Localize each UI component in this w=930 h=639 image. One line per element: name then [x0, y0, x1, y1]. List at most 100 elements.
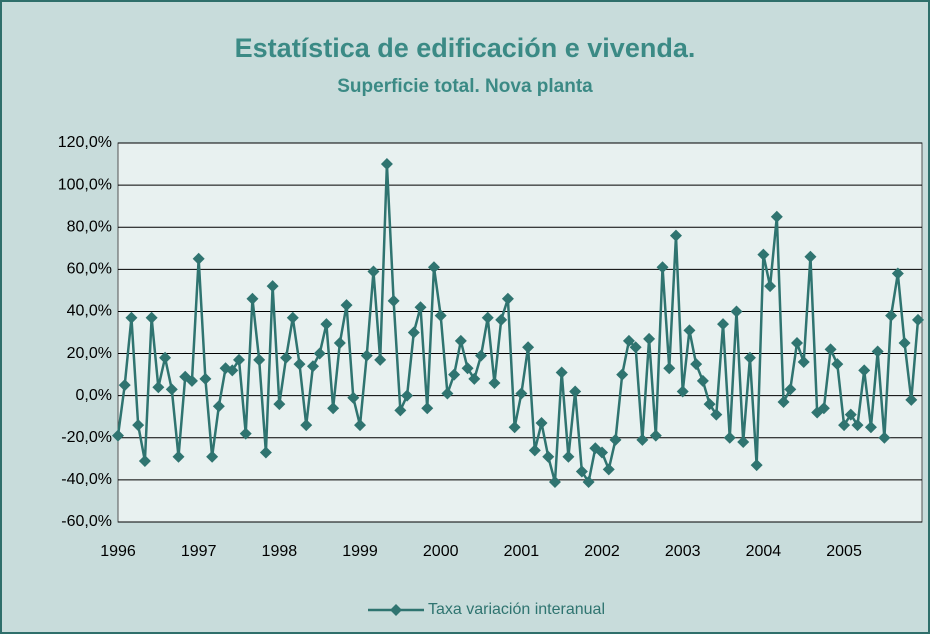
data-point	[354, 419, 367, 432]
data-point	[602, 463, 615, 476]
data-point	[838, 419, 851, 432]
data-point	[266, 280, 279, 293]
data-point	[743, 351, 756, 364]
data-point	[757, 248, 770, 261]
data-point	[421, 402, 434, 415]
data-point	[212, 400, 225, 413]
data-point	[730, 305, 743, 318]
data-point	[616, 368, 629, 381]
data-point	[273, 398, 286, 411]
data-point	[118, 379, 131, 392]
data-point	[206, 450, 219, 463]
legend-marker	[390, 604, 402, 616]
data-point	[885, 309, 898, 322]
chart-title: Estatística de edificación e vivenda.	[235, 33, 696, 63]
data-point	[159, 351, 172, 364]
data-point	[145, 311, 158, 324]
x-tick-label: 2004	[746, 543, 782, 560]
data-point	[663, 362, 676, 375]
data-point	[192, 252, 205, 265]
data-point	[683, 324, 696, 337]
data-point	[831, 358, 844, 371]
data-point	[333, 337, 346, 350]
data-point	[313, 347, 326, 360]
data-point	[515, 387, 528, 400]
data-point	[441, 387, 454, 400]
data-point	[864, 421, 877, 434]
y-tick-label: 0,0%	[76, 387, 112, 404]
data-point	[306, 360, 319, 373]
data-point	[737, 435, 750, 448]
data-point	[501, 292, 514, 305]
data-point	[905, 393, 918, 406]
data-point	[750, 459, 763, 472]
x-tick-label: 1997	[181, 543, 217, 560]
data-point	[542, 450, 555, 463]
y-tick-label: -60,0%	[61, 513, 112, 530]
legend-label: Taxa variación interanual	[428, 601, 605, 618]
data-point	[636, 433, 649, 446]
data-point	[528, 444, 541, 457]
data-point	[112, 429, 124, 442]
data-point	[374, 353, 387, 366]
data-point	[508, 421, 521, 434]
data-point	[669, 229, 682, 242]
data-point	[481, 311, 494, 324]
data-point	[172, 450, 185, 463]
data-point	[246, 292, 259, 305]
x-tick-label: 2003	[665, 543, 701, 560]
data-point	[233, 353, 246, 366]
data-point	[165, 383, 178, 396]
data-point	[851, 419, 864, 432]
data-point	[764, 280, 777, 293]
data-point	[253, 353, 266, 366]
x-tick-label: 2005	[826, 543, 862, 560]
data-point	[138, 454, 151, 467]
data-point	[609, 433, 622, 446]
data-point	[777, 395, 790, 408]
data-point	[858, 364, 871, 377]
data-point	[495, 313, 508, 326]
data-point	[878, 431, 891, 444]
data-point	[286, 311, 299, 324]
data-point	[367, 265, 380, 278]
plot-area	[117, 142, 923, 523]
data-point	[454, 334, 467, 347]
x-tick-label: 1996	[100, 543, 136, 560]
data-point	[676, 385, 689, 398]
data-point	[575, 465, 588, 478]
data-point	[797, 355, 810, 368]
data-point	[710, 408, 723, 421]
data-point	[132, 419, 145, 432]
data-point	[293, 358, 306, 371]
data-point	[656, 261, 669, 274]
data-point	[555, 366, 568, 379]
data-point	[629, 341, 642, 354]
x-tick-label: 1999	[342, 543, 378, 560]
data-point	[582, 475, 595, 488]
data-point	[770, 210, 783, 223]
y-tick-label: -40,0%	[61, 471, 112, 488]
data-point	[340, 299, 353, 312]
data-point	[387, 294, 400, 307]
data-point	[226, 364, 239, 377]
data-point	[259, 446, 272, 459]
chart-subtitle: Superficie total. Nova planta	[337, 76, 593, 97]
data-point	[401, 389, 414, 402]
data-point	[185, 374, 198, 387]
x-tick-label: 2001	[504, 543, 540, 560]
data-point	[448, 368, 461, 381]
data-point	[300, 419, 313, 432]
data-point	[468, 372, 481, 385]
data-point	[784, 383, 797, 396]
data-point	[717, 318, 730, 331]
data-point	[596, 446, 609, 459]
data-point	[548, 475, 561, 488]
data-point	[327, 402, 340, 415]
x-tick-label: 2002	[584, 543, 620, 560]
data-point	[871, 345, 884, 358]
y-tick-label: 20,0%	[67, 345, 112, 362]
data-point	[320, 318, 333, 331]
data-point	[804, 250, 817, 263]
